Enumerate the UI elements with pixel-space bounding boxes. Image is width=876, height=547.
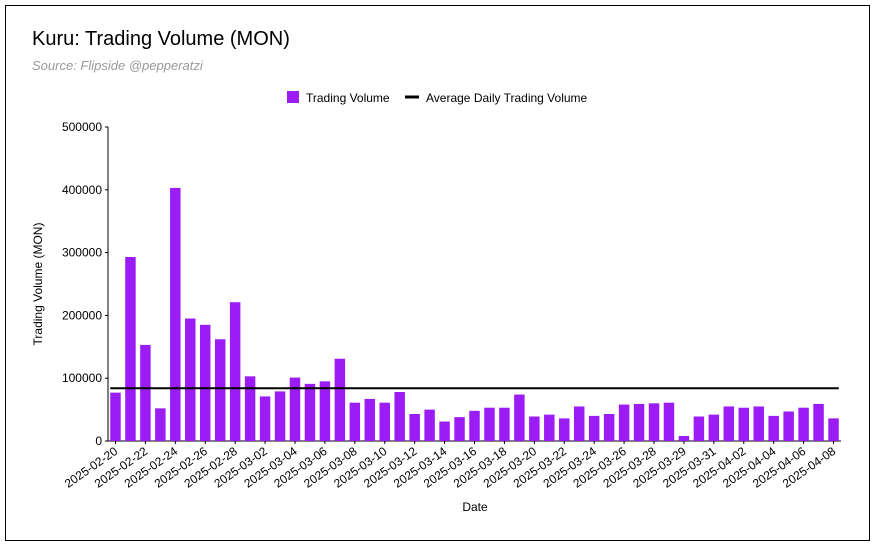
bar <box>813 403 824 441</box>
y-tick-label: 100000 <box>62 371 102 385</box>
bar <box>155 408 166 441</box>
bar <box>379 402 390 441</box>
bar <box>439 421 450 441</box>
bar <box>678 435 690 441</box>
bar <box>768 415 779 441</box>
chart-subtitle: Source: Flipside @pepperatzi <box>32 58 204 73</box>
bar <box>364 398 376 441</box>
bar <box>559 418 570 441</box>
bar <box>454 417 465 441</box>
bar <box>424 409 435 441</box>
y-tick-label: 500000 <box>62 120 102 134</box>
bar <box>125 256 136 441</box>
bar <box>469 410 480 441</box>
bar <box>409 413 420 441</box>
bar <box>304 383 316 441</box>
bar <box>544 414 555 441</box>
frame <box>5 5 870 541</box>
y-tick-label: 400000 <box>62 183 102 197</box>
bar <box>140 344 151 441</box>
bar <box>319 381 331 441</box>
bar <box>738 407 750 441</box>
bar <box>334 358 346 441</box>
bar <box>229 302 241 441</box>
bar <box>798 407 809 441</box>
bar <box>618 404 630 441</box>
y-axis-label: Trading Volume (MON) <box>31 223 45 346</box>
chart-title: Kuru: Trading Volume (MON) <box>32 28 290 50</box>
bar <box>573 406 585 441</box>
bar <box>783 411 794 441</box>
bar <box>828 418 839 441</box>
bar <box>289 377 301 441</box>
bar <box>663 402 675 441</box>
y-tick-label: 0 <box>95 434 102 448</box>
bar <box>199 324 211 441</box>
bar <box>603 413 615 441</box>
legend-label: Average Daily Trading Volume <box>426 91 588 105</box>
bar <box>244 376 256 441</box>
bar <box>648 403 660 441</box>
legend-label: Trading Volume <box>306 91 390 105</box>
bar <box>514 394 525 441</box>
bar <box>170 187 181 441</box>
bar <box>499 407 510 441</box>
y-tick-label: 200000 <box>62 308 102 322</box>
bar <box>185 318 196 441</box>
bar <box>708 414 720 441</box>
bar <box>349 402 361 441</box>
bar <box>633 403 645 441</box>
legend-swatch <box>287 91 299 103</box>
x-axis-label: Date <box>462 500 488 514</box>
y-tick-label: 300000 <box>62 246 102 260</box>
bar <box>588 415 600 441</box>
bar <box>484 407 495 441</box>
bar <box>394 392 405 441</box>
bar <box>214 339 226 441</box>
bar <box>693 416 705 441</box>
bar <box>723 406 735 441</box>
bar <box>110 392 121 441</box>
bar <box>753 406 764 441</box>
bar <box>259 396 271 441</box>
bar <box>274 391 286 441</box>
bar <box>529 416 540 441</box>
